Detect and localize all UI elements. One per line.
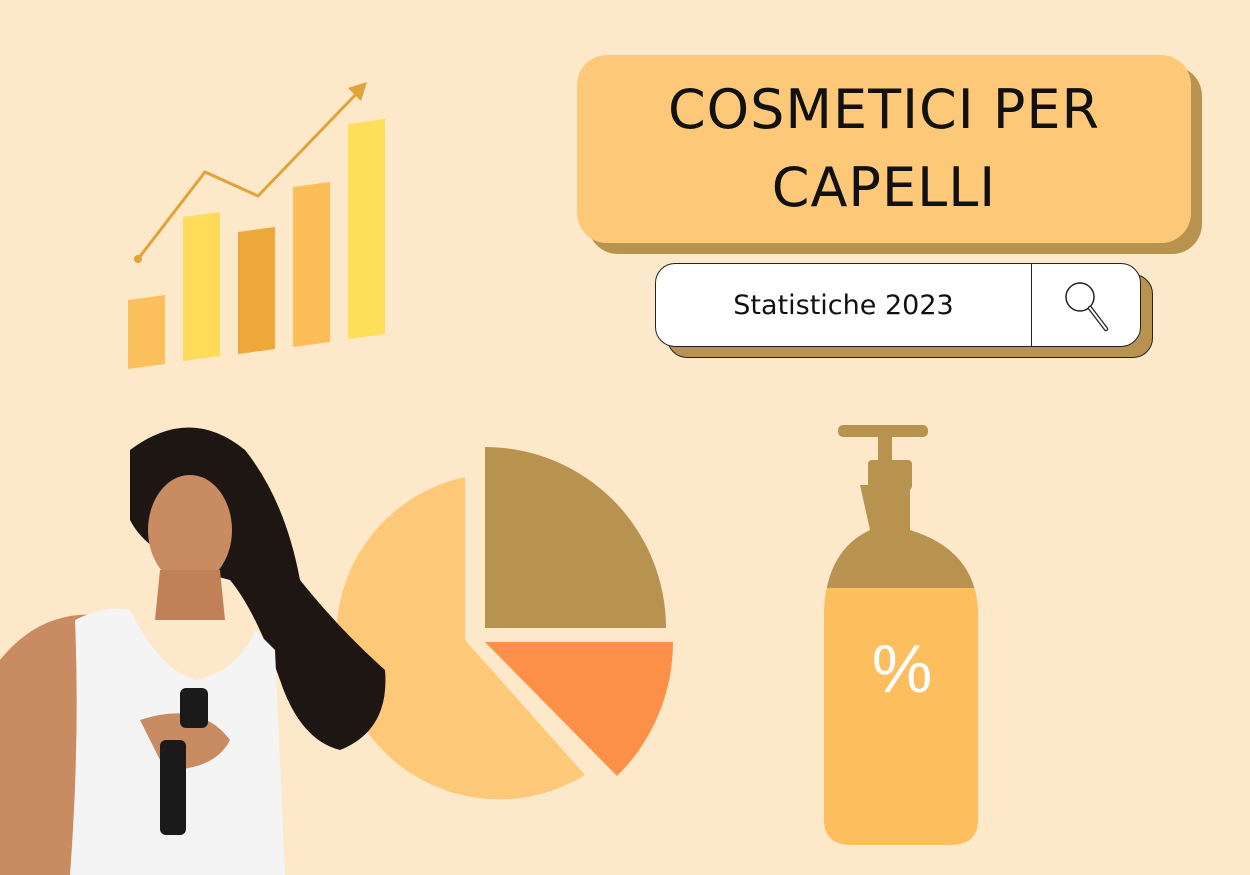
spray-trigger	[180, 688, 208, 728]
growth-chart-illustration	[128, 82, 385, 369]
magnifier-icon	[1065, 282, 1109, 332]
search-button[interactable]	[1031, 264, 1140, 346]
bar-3	[238, 227, 275, 354]
bottle-icon	[824, 425, 978, 845]
spray-bottle	[160, 740, 186, 835]
percent-label: %	[871, 631, 933, 707]
neck	[155, 570, 225, 620]
pie-chart-illustration	[336, 447, 674, 800]
bar-4	[293, 182, 330, 347]
face	[148, 475, 232, 585]
trend-start-dot	[134, 255, 142, 263]
bar-1	[128, 295, 165, 369]
search-input[interactable]: Statistiche 2023	[733, 289, 954, 321]
arrow-head-icon	[348, 82, 367, 101]
page-title: COSMETICI PER CAPELLI	[667, 78, 1101, 219]
search-bar[interactable]: Statistiche 2023	[655, 263, 1141, 347]
trend-line	[136, 88, 362, 260]
title-banner: COSMETICI PER CAPELLI	[577, 55, 1191, 243]
woman-photo	[0, 427, 386, 875]
bar-5	[348, 119, 385, 339]
pie-slice-orange	[485, 642, 674, 776]
pie-slice-brown	[485, 447, 666, 628]
pie-slice-large	[336, 477, 585, 800]
bar-2	[183, 212, 220, 361]
